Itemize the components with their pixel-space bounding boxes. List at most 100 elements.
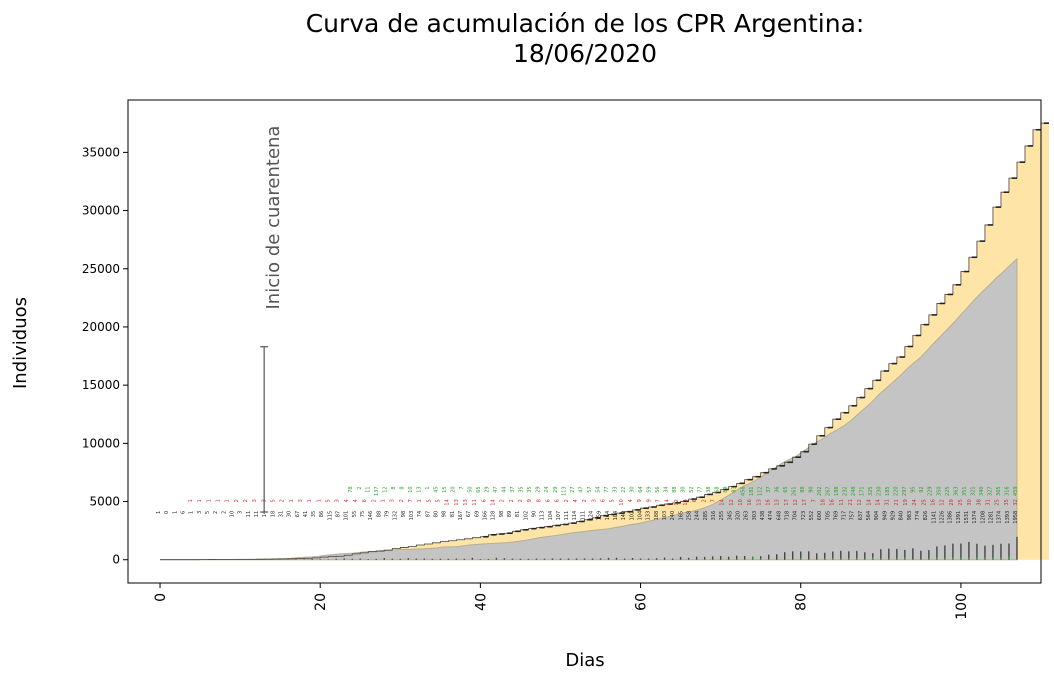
day-recovered-label: 44 [502,486,508,492]
day-label: 769 [833,511,839,521]
day-label: 102 [629,511,635,521]
day-recovered-label: 321 [970,486,976,496]
day-death-label: 10 [619,499,625,505]
y-tick-label: 30000 [82,204,120,218]
day-label: 718 [784,511,790,521]
x-tick-label: 40 [473,593,489,611]
day-death-label: 16 [747,499,753,505]
day-death-label: 21 [894,499,900,505]
day-recovered-label: 57 [587,486,593,492]
day-label: 166 [482,511,488,521]
day-recovered-label: 8 [391,486,397,489]
day-label: 1391 [956,511,962,524]
day-label: 41 [303,511,309,517]
day-death-label: 2 [701,499,707,502]
day-death-label: 2 [399,499,405,502]
day-recovered-label: 365 [996,486,1002,496]
x-axis: 0 20 40 60 80 100 [153,583,970,620]
day-label: 167 [458,511,464,521]
day-death-label: 11 [839,499,845,505]
day-recovered-label: 95 [911,486,917,492]
day-death-label: 35 [1004,499,1010,505]
day-recovered-label: 1 [425,486,431,489]
day-label: 320 [735,511,741,521]
day-recovered-label: 29 [485,486,491,492]
day-recovered-label: 27 [570,486,576,492]
y-tick-label: 35000 [82,145,120,159]
day-label: 89 [507,511,513,517]
day-label: 1374 [997,511,1003,524]
day-recovered-label: 181 [749,486,755,496]
day-label: 774 [915,511,921,521]
day-recovered-label: 22 [621,486,627,492]
day-recovered-label: 90 [808,486,814,492]
day-label: 30 [287,511,293,517]
day-label: 3 [238,511,244,514]
day-label: 6 [181,511,187,514]
day-recovered-label: 112 [757,486,763,496]
day-label: 115 [327,511,333,521]
day-recovered-label: 7 [459,486,465,489]
day-death-label: 14 [491,499,497,505]
day-label: 2 [213,511,219,514]
day-label: 101 [344,511,350,521]
day-label: 188 [654,511,660,521]
day-recovered-label: 37 [510,486,516,492]
day-recovered-label: 350 [936,486,942,496]
x-axis-label: Dias [565,650,604,671]
day-recovered-label: 89 [723,486,729,492]
day-recovered-label: 11 [365,486,371,492]
day-recovered-label: 92 [919,486,925,492]
day-death-label: 14 [866,499,872,505]
day-label: 81 [450,511,456,517]
day-death-label: 1 [197,499,203,502]
day-label: 103 [662,511,668,521]
day-label: 111 [580,511,586,521]
day-recovered-label: 2 [357,486,363,489]
day-label: 113 [540,511,546,521]
day-recovered-label: 52 [689,486,695,492]
day-recovered-label: 185 [885,486,891,496]
day-death-label: 2 [234,499,240,502]
day-label: 102 [523,511,529,521]
day-recovered-label: 50 [468,486,474,492]
day-label: 98 [442,511,448,517]
day-label: 564 [866,511,872,521]
day-death-label: 4 [353,499,359,502]
day-label: 55 [352,511,358,517]
day-death-label: 14 [875,499,881,505]
day-death-label: 1 [188,499,194,502]
day-label: 114 [572,511,578,521]
day-recovered-label: 20 [451,486,457,492]
day-recovered-label: 35 [519,486,525,492]
day-death-label: 12 [793,499,799,505]
day-death-label: 10 [738,499,744,505]
day-death-label: 1 [381,499,387,502]
day-label: 0 [164,511,170,514]
day-label: 258 [687,511,693,521]
day-death-label: 2 [509,499,515,502]
day-death-label: 16 [766,499,772,505]
day-death-label: 13 [454,499,460,505]
day-recovered-label: 340 [979,486,985,496]
day-label: 929 [891,511,897,521]
day-label: 1958 [1013,511,1019,524]
day-recovered-label: 54 [595,486,601,492]
day-death-label: 1 [289,499,295,502]
day-recovered-label: 12 [382,486,388,492]
day-recovered-label: 24 [544,486,550,492]
day-label: 705 [825,511,831,521]
day-death-label: 7 [408,499,414,502]
day-label: 98 [401,511,407,517]
x-tick-label: 60 [634,593,650,611]
day-label: 552 [809,511,815,521]
chart-title-line1: Curva de acumulación de los CPR Argentin… [306,9,865,38]
day-label: 80 [434,511,440,517]
y-axis-label: Individuos [10,297,31,389]
day-label: 600 [817,511,823,521]
day-death-label: 1 [206,499,212,502]
day-death-label: 4 [344,499,350,502]
day-death-label: 9 [637,499,643,502]
day-label: 14 [262,511,268,517]
